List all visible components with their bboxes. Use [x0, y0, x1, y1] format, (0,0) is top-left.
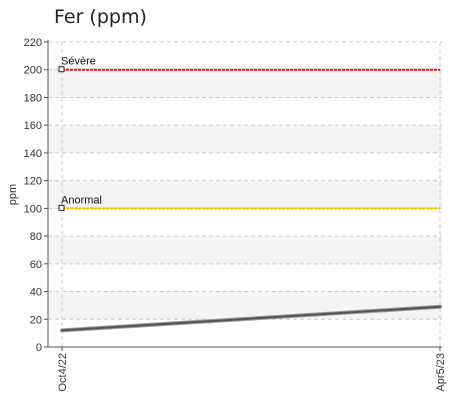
- y-tick-label: 0: [36, 342, 42, 354]
- y-tick-label: 60: [30, 259, 42, 271]
- y-tick-label: 140: [24, 148, 42, 160]
- threshold-label: Sévère: [61, 56, 96, 68]
- plot-band: [48, 180, 442, 209]
- chart-title: Fer (ppm): [54, 6, 147, 28]
- plot-bands: [48, 69, 442, 320]
- threshold-label: Anormal: [61, 194, 102, 206]
- y-tick-label: 160: [24, 120, 42, 132]
- threshold-marker: [58, 66, 65, 73]
- plot-band: [48, 69, 442, 98]
- threshold-marker: [58, 204, 65, 211]
- plot-band: [48, 125, 442, 153]
- y-tick-label: 200: [24, 65, 42, 77]
- x-tick-label: Oct4/22: [57, 353, 69, 392]
- y-tick-label: 20: [30, 314, 42, 326]
- y-tick-label: 120: [24, 176, 42, 188]
- y-tick-label: 80: [30, 231, 42, 243]
- series-line: [61, 305, 441, 332]
- x-tick-labels: Oct4/22 Apr5/23: [57, 353, 447, 392]
- plot-band: [48, 291, 442, 320]
- x-tick-label: Apr5/23: [435, 353, 447, 392]
- plot-band: [48, 236, 442, 264]
- axes: [44, 40, 442, 351]
- data-series: [60, 304, 442, 333]
- threshold-lines: Sévère Anormal: [58, 56, 440, 211]
- y-axis-label: ppm: [7, 184, 19, 205]
- y-tick-label: 100: [24, 203, 42, 215]
- y-tick-label: 180: [24, 92, 42, 104]
- y-tick-label: 40: [30, 287, 42, 299]
- y-tick-labels: 0 20 40 60 80 100 120 140 160 180 200 220: [24, 37, 42, 354]
- y-tick-label: 220: [24, 37, 42, 49]
